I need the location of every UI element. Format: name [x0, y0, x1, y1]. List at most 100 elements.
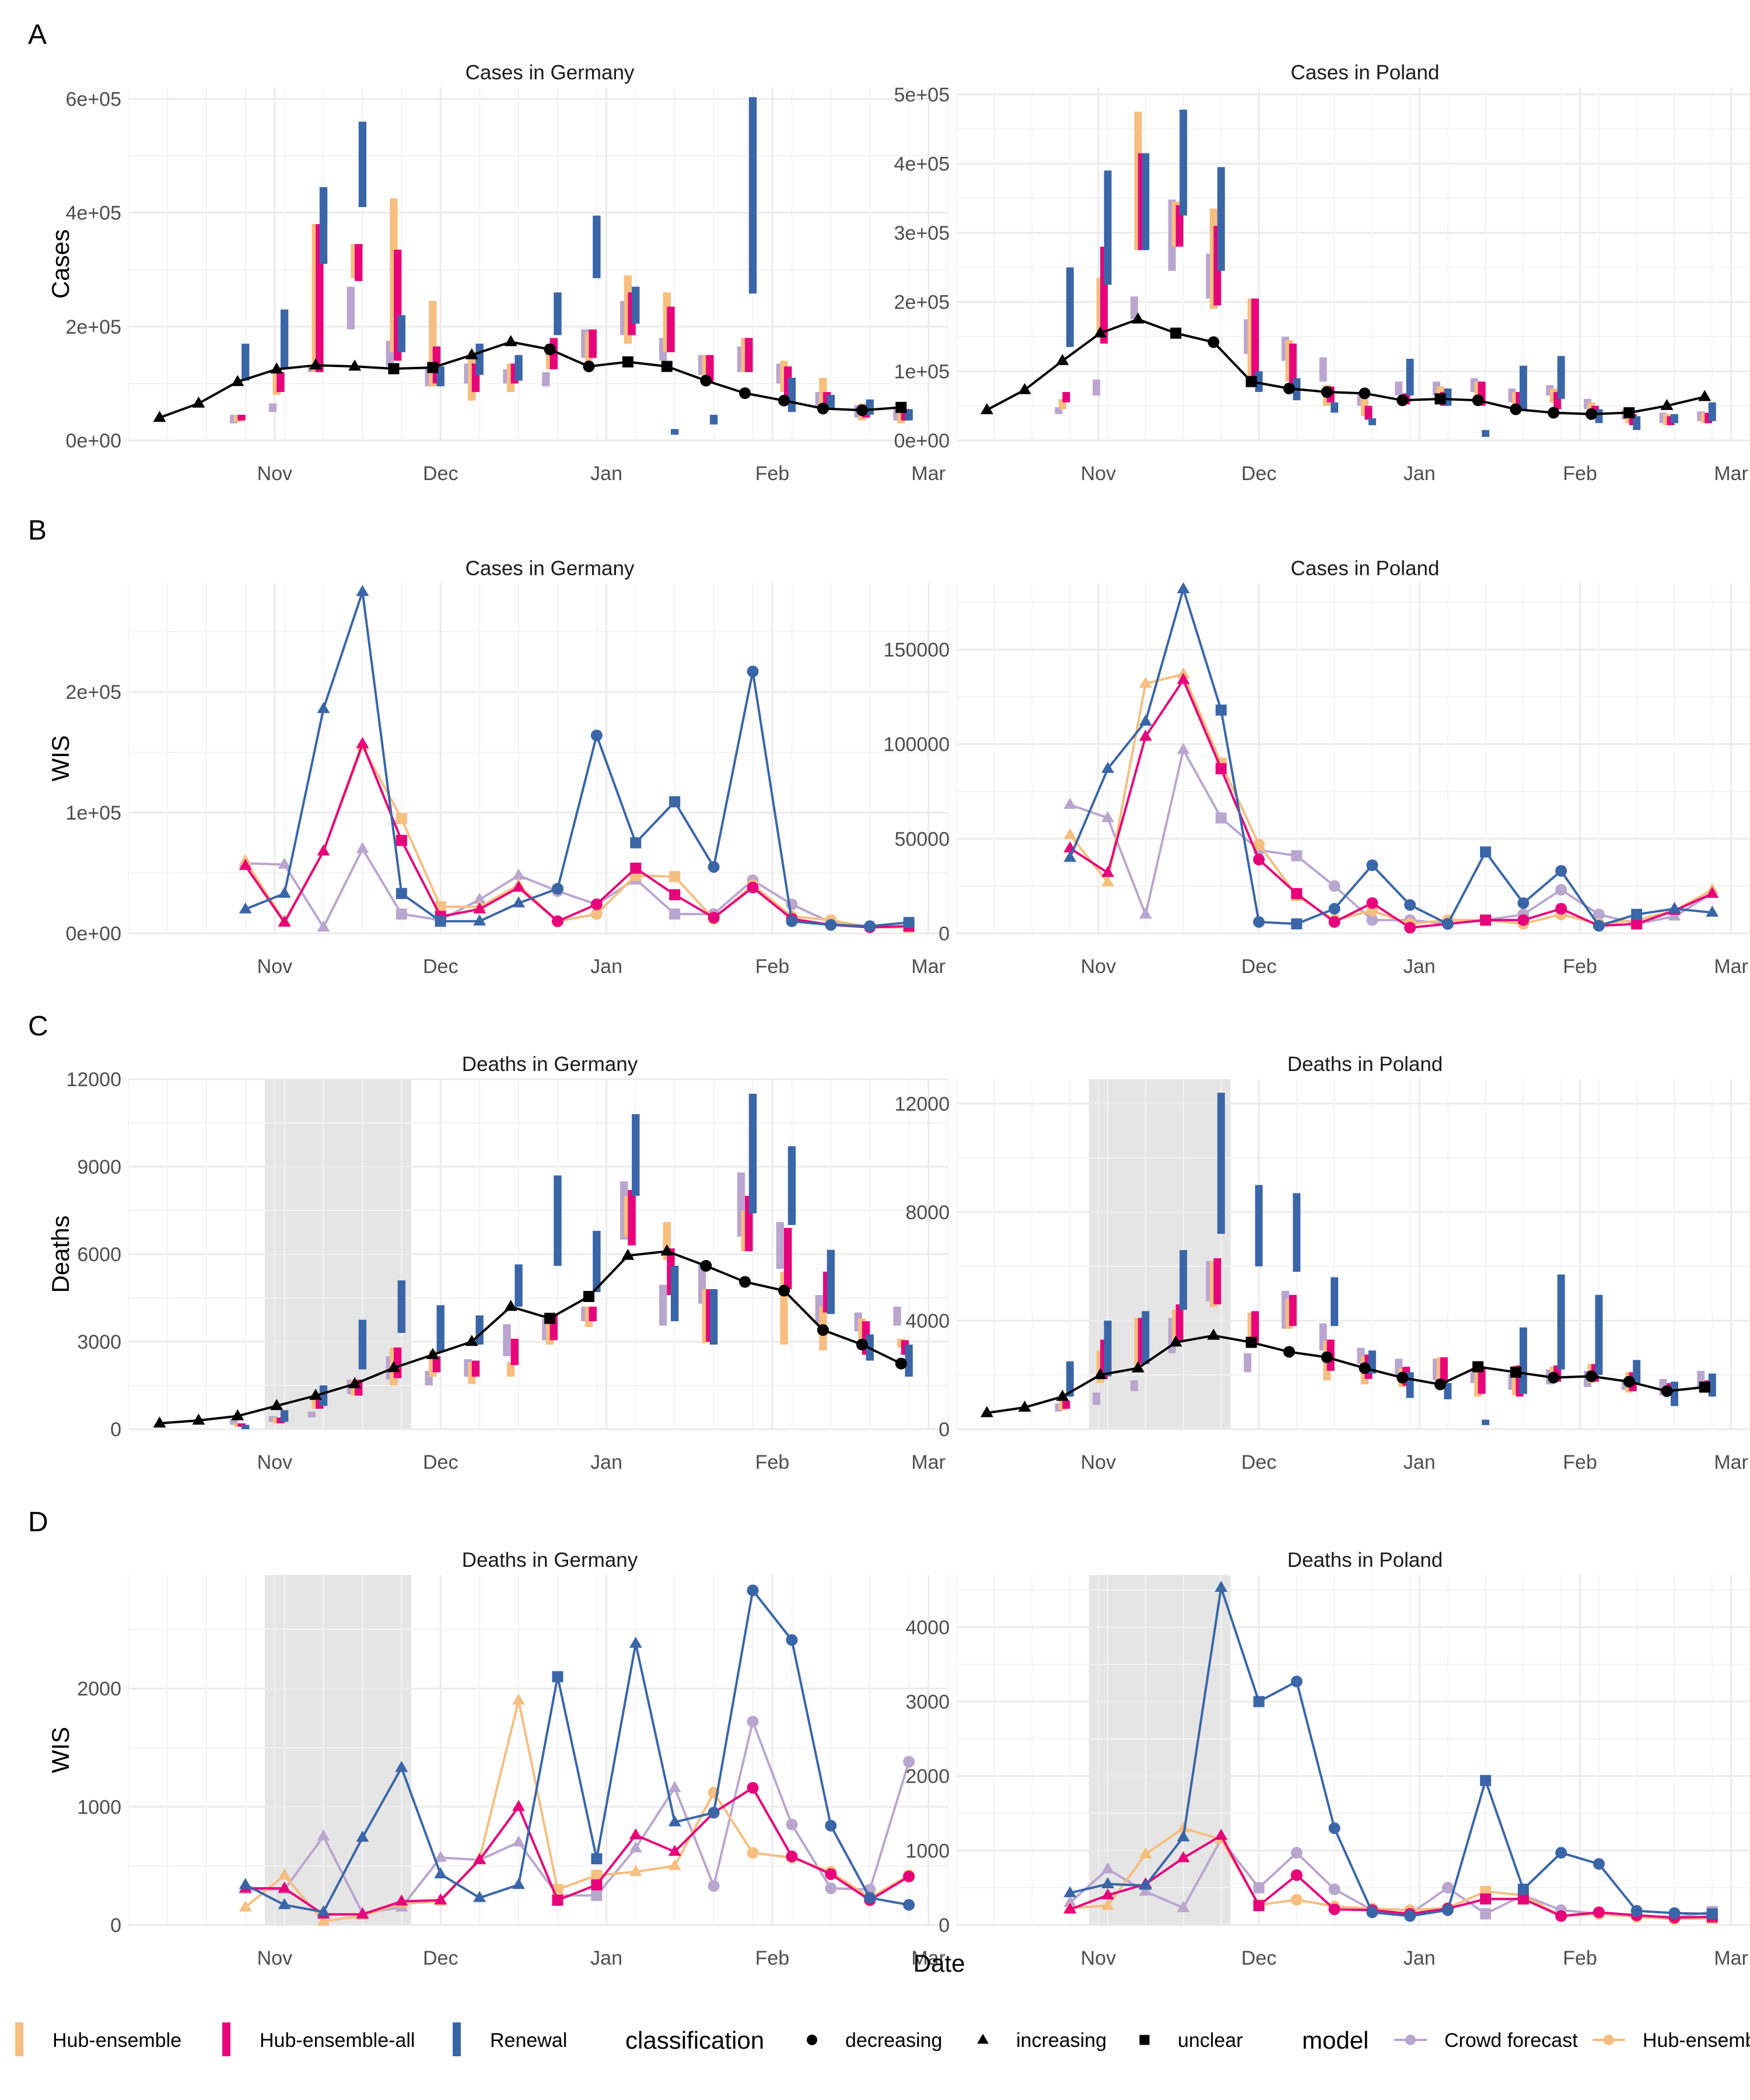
series-point [1480, 1908, 1492, 1920]
series-point [434, 1850, 447, 1862]
forecast-range-bar [503, 1324, 511, 1356]
x-tick-label: Feb [1563, 956, 1597, 978]
panel-title: Deaths in Germany [462, 1053, 638, 1076]
observed-point [153, 1416, 166, 1428]
legend-label: Renewal [490, 2029, 567, 2052]
gridlines [128, 1575, 949, 1926]
observed-series [153, 335, 907, 422]
forecast-range-bar [745, 338, 753, 372]
series-point [669, 796, 681, 807]
series-point [1139, 729, 1152, 741]
panel-D-left: Nov Dec Jan Feb Mar 0 1000 2000 Deaths in German… [47, 1549, 949, 1969]
observed-line [159, 1250, 902, 1424]
forecast-range-bar [1319, 357, 1327, 382]
forecast-range-bar [905, 409, 913, 421]
x-tick-label: Mar [1714, 1947, 1748, 1969]
panel-title: Deaths in Poland [1287, 1053, 1443, 1076]
panel-title: Deaths in Poland [1287, 1549, 1443, 1572]
legend-label: Crowd forecast [1444, 2029, 1578, 2052]
series-point [1139, 1878, 1152, 1890]
observed-point [426, 1348, 439, 1359]
panel-title: Cases in Poland [1291, 557, 1440, 580]
forecast-range-bar [1062, 1401, 1070, 1409]
y-tick-label: 3000 [77, 1331, 121, 1353]
observed-point [1359, 1362, 1371, 1374]
series-point [708, 912, 720, 924]
series-point [747, 1782, 759, 1794]
observed-point [348, 359, 362, 371]
forecast-range-bar [475, 1315, 484, 1345]
forecast-range-bar [1217, 167, 1225, 271]
x-tick-label: Jan [1404, 1451, 1436, 1474]
y-tick-label: 100000 [884, 734, 950, 756]
series-renewal [1063, 1580, 1718, 1922]
series-point [1214, 1829, 1228, 1840]
forecast-range-bar [1251, 1311, 1259, 1343]
series-point [512, 868, 526, 880]
x-tick-label: Feb [1563, 463, 1597, 485]
observed-point [1169, 1335, 1182, 1347]
x-tick-label: Mar [1714, 463, 1748, 485]
series-point [590, 729, 603, 741]
forecast-range-bar [893, 1307, 901, 1326]
series-point [668, 1815, 681, 1826]
series-point [1253, 838, 1265, 850]
observed-point [1661, 1385, 1673, 1397]
x-tick-label: Jan [590, 956, 622, 978]
x-tick-label: Mar [1714, 1451, 1748, 1474]
forecast-period-shade [265, 1575, 412, 1925]
forecast-range-bar [436, 366, 444, 387]
gridlines [956, 1079, 1750, 1430]
forecast-range-bar [542, 372, 550, 387]
forecast-range-bar [358, 121, 367, 207]
y-axis-title: WIS [47, 735, 74, 781]
observed-point [1472, 1361, 1484, 1373]
gridlines [128, 1078, 949, 1430]
y-tick-label: 5e+05 [894, 84, 950, 106]
x-tick-label: Nov [257, 1947, 292, 1969]
forecast-range-bar [1519, 365, 1527, 410]
gridlines [956, 1575, 1750, 1926]
series-point [1290, 1675, 1303, 1688]
series-point [239, 1900, 252, 1912]
forecast-range-bar [280, 309, 289, 370]
series-point [317, 1915, 330, 1926]
series-line [244, 743, 909, 929]
x-tick-label: Feb [755, 1947, 790, 1969]
forecast-range-bar [1482, 1419, 1490, 1426]
series-point [1177, 1830, 1190, 1842]
forecast-range-bar [1395, 382, 1403, 396]
forecast-range-bar [1595, 1294, 1603, 1375]
series-point [903, 916, 915, 928]
observed-point [231, 1409, 244, 1420]
panel-title: Cases in Germany [466, 61, 635, 84]
forecast-range-bar [1104, 170, 1112, 285]
forecast-range-bar [514, 1264, 523, 1307]
observed-point [1208, 336, 1220, 348]
series-point [1177, 1821, 1190, 1833]
legend-key-dot [1405, 2035, 1416, 2045]
forecast-period-shade [1088, 1079, 1231, 1429]
forecast-range-bar [1055, 407, 1063, 414]
y-tick-label: 0e+00 [66, 923, 122, 945]
series-point [512, 880, 526, 892]
series-point [1480, 846, 1492, 858]
y-tick-label: 2e+05 [66, 316, 122, 338]
observed-point [621, 1248, 635, 1260]
observed-series [980, 1328, 1710, 1418]
series-renewal [239, 584, 915, 932]
observed-point [1510, 403, 1522, 415]
x-tick-label: Dec [423, 1451, 458, 1474]
x-tick-label: Jan [1404, 956, 1436, 978]
series-point [1441, 1904, 1454, 1916]
series-point [1177, 582, 1190, 593]
series-point [1063, 1886, 1077, 1898]
series-point [1631, 918, 1643, 930]
panel-B-right: Nov Dec Jan Feb Mar 0 50000 100000 150000 Cases i… [884, 557, 1750, 978]
series-line [245, 1786, 910, 1916]
forecast-range-bar [1557, 1274, 1565, 1370]
observed-point [427, 362, 439, 373]
observed-point [1586, 1370, 1597, 1382]
observed-point [1510, 1366, 1521, 1378]
observed-point [544, 1312, 556, 1324]
